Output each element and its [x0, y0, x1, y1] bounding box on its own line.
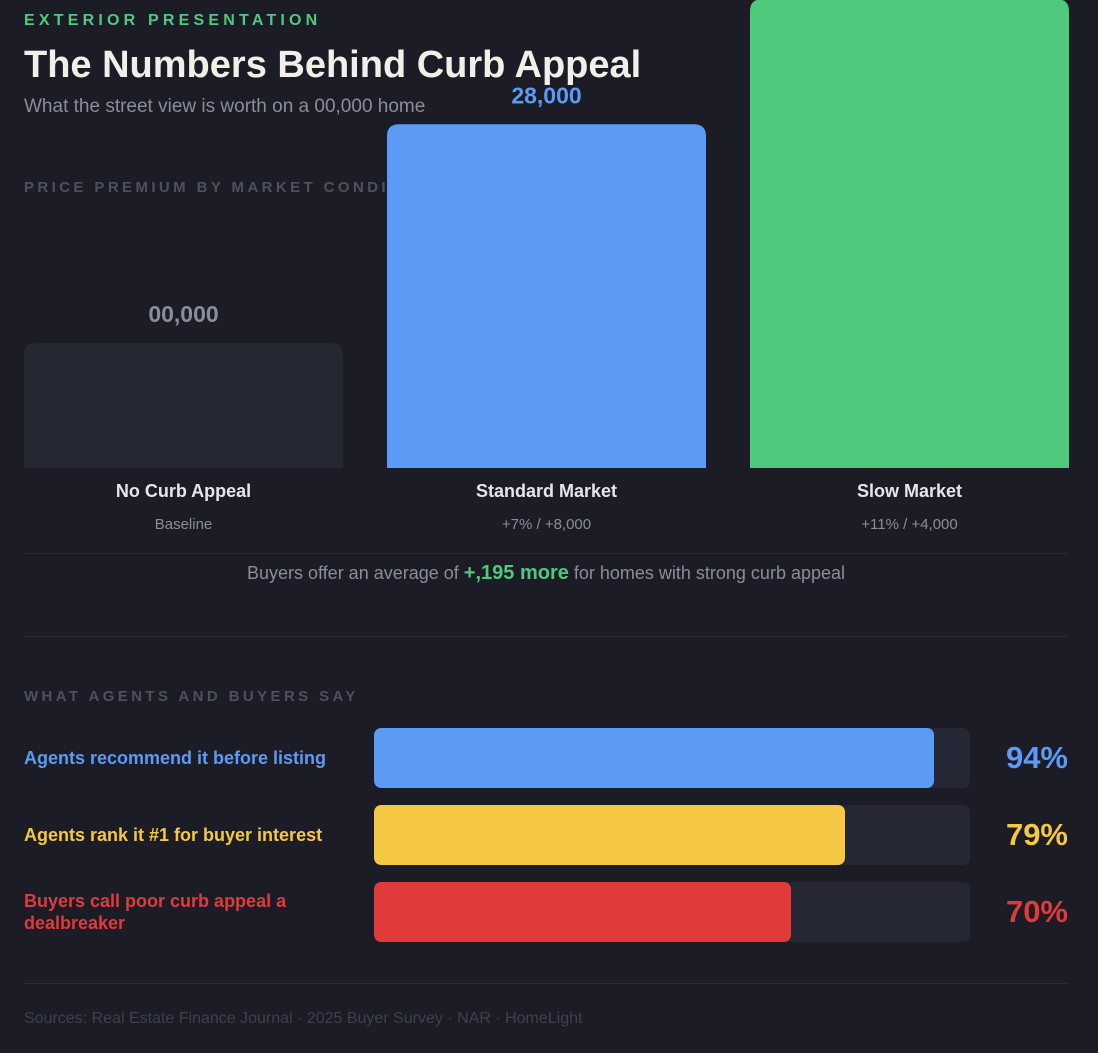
stat-row-agents-rank: Agents rank it #1 for buyer interest 79% — [24, 805, 1068, 865]
buyer-offer-callout: Buyers offer an average of +,195 more fo… — [24, 562, 1068, 585]
stat-fill — [374, 882, 792, 942]
stat-label: Buyers call poor curb appeal a dealbreak… — [24, 891, 287, 933]
callout-highlight: +,195 more — [463, 562, 569, 584]
stat-track — [374, 728, 970, 788]
callout-prefix: Buyers offer an average of — [246, 563, 464, 583]
stat-percent: 79% — [1005, 817, 1068, 852]
premium-section-label: PRICE PREMIUM BY MARKET CONDITION — [24, 179, 439, 196]
bar-value-label: 00,000 — [148, 301, 218, 327]
sources-footnote: Sources: Real Estate Finance Journal · 2… — [24, 1010, 583, 1027]
stat-label: Agents rank it #1 for buyer interest — [24, 825, 323, 845]
divider — [24, 636, 1068, 637]
category-sublabel: Baseline — [155, 516, 213, 533]
category-label: Slow Market — [857, 481, 962, 501]
stat-row-agents-recommend: Agents recommend it before listing 94% — [24, 728, 1068, 788]
stat-fill — [374, 728, 935, 788]
stat-track — [374, 805, 970, 865]
category-label: No Curb Appeal — [116, 481, 251, 501]
stat-percent: 70% — [1005, 894, 1068, 929]
category-sublabel: +7% / +8,000 — [502, 516, 591, 533]
stat-label: Agents recommend it before listing — [24, 748, 327, 768]
bar-value-label: 28,000 — [511, 82, 581, 108]
stat-fill — [374, 805, 845, 865]
stat-percent: 94% — [1005, 740, 1068, 775]
bar-standard-market — [387, 124, 706, 468]
survey-section-label: WHAT AGENTS AND BUYERS SAY — [24, 688, 359, 705]
eyebrow: EXTERIOR PRESENTATION — [24, 12, 322, 29]
category-label: Standard Market — [476, 481, 617, 501]
price-premium-chart: 00,000 No Curb Appeal Baseline 28,000 Standa… — [24, 0, 1069, 533]
bar-slow-market — [750, 0, 1069, 468]
page-subtitle: What the street view is worth on a 00,00… — [24, 96, 426, 117]
callout-suffix: for homes with strong curb appeal — [568, 563, 846, 583]
stat-row-buyers-dealbreaker: Buyers call poor curb appeal a dealbreak… — [24, 882, 1068, 942]
page-title: The Numbers Behind Curb Appeal — [24, 44, 642, 86]
bar-no-curb-appeal — [24, 343, 343, 468]
stat-track — [374, 882, 970, 942]
divider — [24, 553, 1068, 554]
category-sublabel: +11% / +4,000 — [861, 516, 957, 533]
divider — [24, 983, 1068, 984]
